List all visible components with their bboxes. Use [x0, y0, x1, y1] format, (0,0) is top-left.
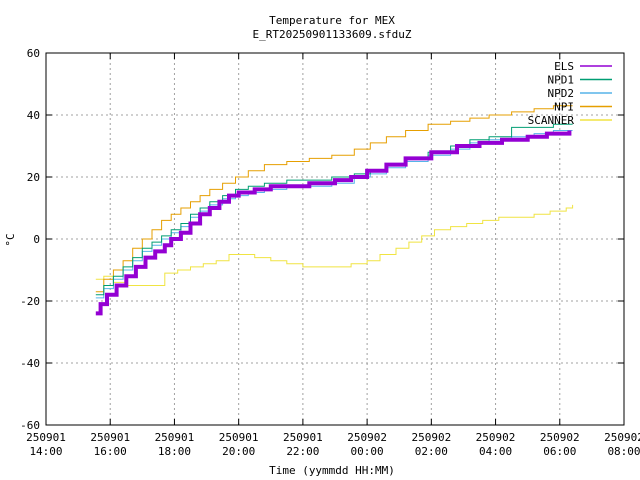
axis-ticks: -60-40-20020406025090114:0025090116:0025…: [20, 47, 640, 458]
x-tick-time-label: 00:00: [351, 445, 384, 458]
y-tick-label: 60: [27, 47, 40, 60]
y-tick-label: -60: [20, 419, 40, 432]
x-tick-date-label: 250902: [347, 431, 387, 444]
legend-label-scanner: SCANNER: [528, 114, 575, 127]
x-tick-time-label: 08:00: [607, 445, 640, 458]
series-line-scanner: [95, 204, 574, 286]
series-line-els: [95, 130, 572, 316]
x-tick-time-label: 16:00: [94, 445, 127, 458]
x-tick-date-label: 250901: [155, 431, 195, 444]
y-tick-label: -20: [20, 295, 40, 308]
x-tick-time-label: 20:00: [222, 445, 255, 458]
y-tick-label: 40: [27, 109, 40, 122]
series-line-npi: [95, 105, 573, 293]
chart-subtitle: E_RT20250901133609.sfduZ: [253, 28, 412, 41]
legend-label-npi: NPI: [554, 101, 574, 114]
legend-label-els: ELS: [554, 60, 574, 73]
grid-lines: [46, 53, 624, 425]
x-tick-date-label: 250901: [219, 431, 259, 444]
x-tick-date-label: 250902: [411, 431, 451, 444]
x-tick-time-label: 14:00: [29, 445, 62, 458]
y-tick-label: 0: [33, 233, 40, 246]
x-tick-time-label: 06:00: [543, 445, 576, 458]
x-tick-time-label: 22:00: [286, 445, 319, 458]
series-lines: [95, 105, 574, 316]
x-tick-time-label: 04:00: [479, 445, 512, 458]
x-tick-date-label: 250902: [476, 431, 516, 444]
series-line-npd1: [95, 123, 573, 296]
x-tick-date-label: 250901: [90, 431, 130, 444]
x-tick-date-label: 250901: [26, 431, 66, 444]
x-tick-date-label: 250902: [604, 431, 640, 444]
chart-title: Temperature for MEX: [269, 14, 395, 27]
y-tick-label: -40: [20, 357, 40, 370]
x-axis-label: Time (yymmdd HH:MM): [269, 464, 395, 477]
y-axis-label: °C: [4, 233, 17, 246]
x-tick-time-label: 18:00: [158, 445, 191, 458]
legend-label-npd1: NPD1: [548, 74, 575, 87]
x-tick-date-label: 250902: [540, 431, 580, 444]
x-tick-time-label: 02:00: [415, 445, 448, 458]
x-tick-date-label: 250901: [283, 431, 323, 444]
legend-label-npd2: NPD2: [548, 87, 575, 100]
y-tick-label: 20: [27, 171, 40, 184]
